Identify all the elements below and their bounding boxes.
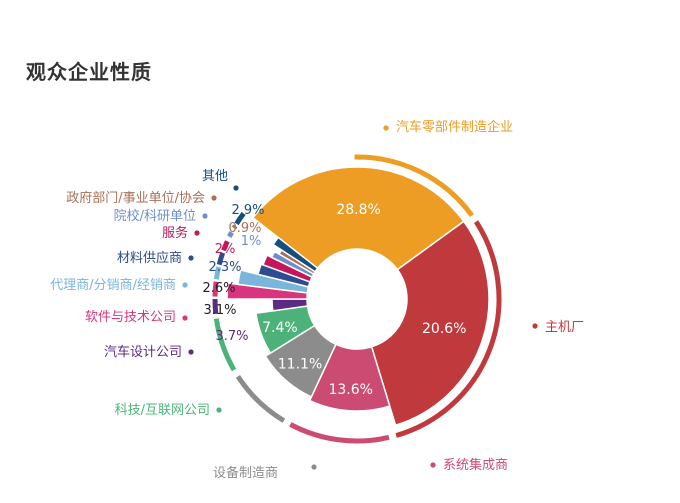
outer-ring-arc [213, 318, 237, 372]
outer-ring-arc [235, 374, 286, 423]
value-label: 3.1% [203, 303, 236, 318]
legend-dot [216, 407, 222, 413]
legend-dot [194, 230, 200, 236]
pie-slice [272, 236, 319, 273]
chart-title: 观众企业性质 [26, 60, 152, 84]
outer-ring-arc [354, 154, 474, 218]
category-label: 院校/科研单位 [114, 208, 196, 224]
outer-ring-arc [231, 224, 238, 230]
outer-ring-arc [395, 220, 502, 438]
category-label: 科技/互联网公司 [115, 403, 210, 418]
category-label: 软件与技术公司 [85, 310, 176, 325]
category-label: 系统集成商 [443, 457, 508, 473]
value-label: 20.6% [422, 321, 466, 337]
value-label: 3.7% [215, 329, 248, 344]
legend-dot [233, 185, 239, 191]
value-label: 1% [241, 234, 262, 249]
legend-dot [188, 255, 194, 261]
value-label: 11.1% [278, 356, 322, 372]
legend-dot [532, 323, 538, 329]
category-label: 政府部门/事业单位/协会 [66, 191, 205, 206]
legend-dot [188, 349, 194, 355]
value-label: 2.6% [202, 281, 235, 296]
legend-dot [430, 462, 436, 468]
category-label: 代理商/分销商/经销商 [50, 278, 176, 293]
category-label: 其他 [202, 169, 228, 184]
legend-dot [202, 213, 208, 219]
category-label: 主机厂 [545, 320, 584, 335]
value-label: 7.4% [262, 320, 298, 336]
value-label: 28.8% [336, 202, 380, 218]
value-label: 13.6% [328, 382, 372, 398]
category-label: 材料供应商 [117, 250, 182, 266]
outer-ring-arc [212, 281, 219, 297]
category-label: 服务 [162, 225, 188, 241]
legend-dot [311, 464, 317, 470]
outer-ring-arc [212, 298, 219, 315]
outer-ring-arc [221, 240, 230, 252]
pie-slice [251, 166, 465, 271]
pie-slice [308, 343, 391, 412]
outer-ring-arc [216, 251, 226, 266]
value-label: 0.9% [228, 221, 261, 236]
category-label: 汽车零部件制造企业 [396, 119, 513, 135]
pie-slice [370, 220, 490, 427]
value-label: 2.3% [208, 260, 241, 275]
outer-ring-arc [289, 422, 390, 444]
legend-dot [182, 315, 188, 321]
legend-dot [182, 282, 188, 288]
pie-slice [264, 324, 337, 398]
value-label: 2.9% [231, 203, 264, 218]
category-label: 汽车设计公司 [104, 344, 182, 360]
pie-slice [255, 305, 316, 355]
outer-ring-arc [227, 231, 234, 238]
value-label: 2% [215, 242, 236, 257]
outer-ring-arc [234, 212, 246, 226]
category-label: 设备制造商 [213, 465, 278, 481]
legend-dot [211, 195, 217, 201]
outer-ring-arc [213, 266, 222, 280]
legend-dot [383, 125, 389, 131]
